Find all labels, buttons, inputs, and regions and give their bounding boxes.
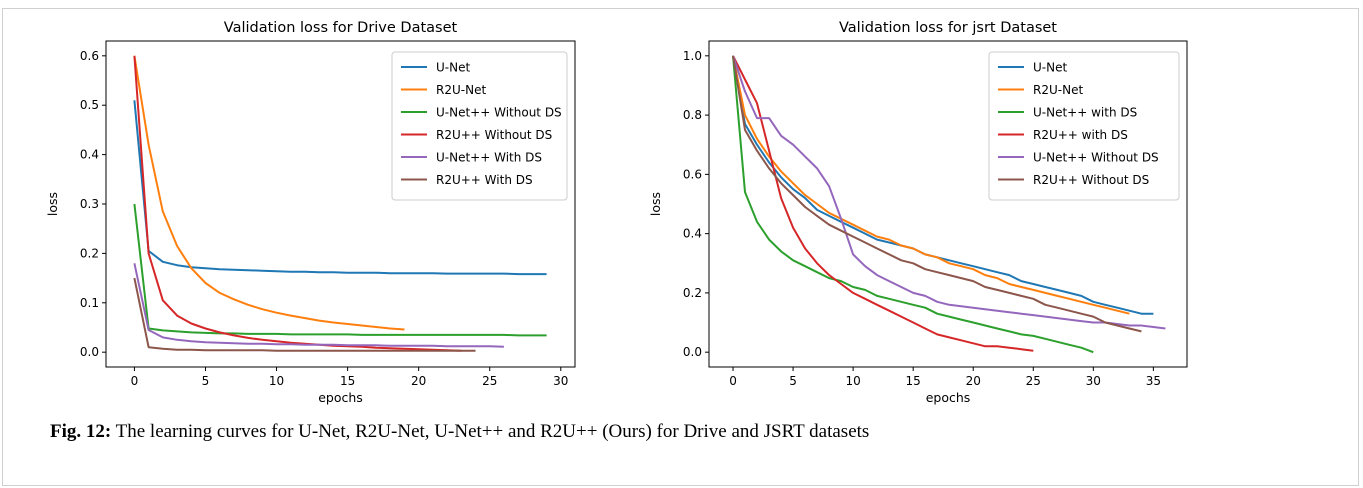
series-line (133, 55, 462, 352)
series-line (732, 55, 1094, 354)
y-tick-label: 0.5 (80, 98, 99, 112)
legend-label: U-Net++ Without DS (436, 106, 562, 120)
legend-label: R2U++ Without DS (1033, 173, 1149, 187)
series-line (133, 100, 547, 276)
legend-label: R2U++ with DS (1033, 128, 1128, 142)
x-tick-label: 35 (1146, 374, 1161, 388)
series-line (133, 277, 476, 352)
legend: U-Net R2U-Net U-Net++ with DS R2U++ with DS… (988, 51, 1180, 201)
legend-label: R2U++ Without DS (436, 128, 552, 142)
legend-label: U-Net (436, 61, 470, 75)
x-tick-label: 25 (482, 374, 497, 388)
y-axis-label: loss (45, 192, 60, 216)
x-axis-label: epochs (318, 390, 363, 405)
y-tick-label: 0.8 (683, 108, 702, 122)
y-tick-label: 0.3 (80, 197, 99, 211)
y-tick-label: 0.6 (683, 167, 702, 181)
x-tick-label: 5 (202, 374, 210, 388)
legend-label: R2U-Net (1033, 83, 1083, 97)
chart-1: Validation loss for Drive Dataset 0 5 10 15 2… (45, 20, 576, 405)
x-axis-label: epochs (926, 390, 971, 405)
legend-label: U-Net (1033, 61, 1067, 75)
caption-label: Fig. 12: (50, 421, 112, 442)
y-tick-label: 0.0 (80, 345, 99, 359)
legend-box (391, 51, 568, 201)
x-tick-label: 25 (1026, 374, 1041, 388)
series-line (732, 55, 1166, 330)
x-tick-label: 30 (1086, 374, 1101, 388)
y-tick-label: 0.1 (80, 296, 99, 310)
x-tick-label: 20 (966, 374, 981, 388)
x-tick-label: 5 (789, 374, 797, 388)
series-line (133, 263, 504, 348)
y-tick-label: 0.0 (683, 345, 702, 359)
figure-caption: Fig. 12: The learning curves for U-Net, … (50, 421, 869, 443)
series-line (732, 55, 1130, 315)
y-tick-label: 0.2 (683, 286, 702, 300)
y-axis-label: loss (648, 192, 663, 216)
plot-frame (708, 40, 1188, 368)
legend-label: U-Net++ Without DS (1033, 151, 1159, 165)
x-tick-label: 15 (906, 374, 921, 388)
legend-label: R2U-Net (436, 83, 486, 97)
charts-canvas: Validation loss for Drive Dataset 0 5 10 15 2… (45, 20, 1188, 405)
series-line (133, 55, 405, 331)
series-line (133, 203, 547, 337)
x-tick-label: 30 (553, 374, 568, 388)
y-tick-label: 1.0 (683, 49, 702, 63)
x-tick-label: 0 (131, 374, 139, 388)
y-tick-label: 0.4 (80, 148, 99, 162)
x-tick-label: 10 (845, 374, 860, 388)
x-tick-label: 20 (411, 374, 426, 388)
series-line (732, 55, 1142, 333)
chart-2: Validation loss for jsrt Dataset 0 5 10 15 20… (648, 20, 1188, 405)
series-line (732, 55, 1034, 352)
chart-title: Validation loss for jsrt Dataset (839, 20, 1057, 36)
legend: U-Net R2U-Net U-Net++ Without DS R2U++ With… (391, 51, 568, 201)
legend-label: U-Net++ With DS (436, 151, 542, 165)
legend-label: R2U++ With DS (436, 173, 533, 187)
y-tick-label: 0.4 (683, 227, 702, 241)
chart-title: Validation loss for Drive Dataset (224, 20, 458, 36)
x-tick-label: 10 (269, 374, 284, 388)
y-tick-label: 0.2 (80, 246, 99, 260)
x-tick-label: 15 (340, 374, 355, 388)
series-line (732, 55, 1154, 315)
legend-box (988, 51, 1180, 201)
legend-label: U-Net++ with DS (1033, 106, 1137, 120)
x-tick-label: 0 (729, 374, 737, 388)
caption-text: The learning curves for U-Net, R2U-Net, … (111, 421, 870, 442)
y-tick-label: 0.6 (80, 49, 99, 63)
